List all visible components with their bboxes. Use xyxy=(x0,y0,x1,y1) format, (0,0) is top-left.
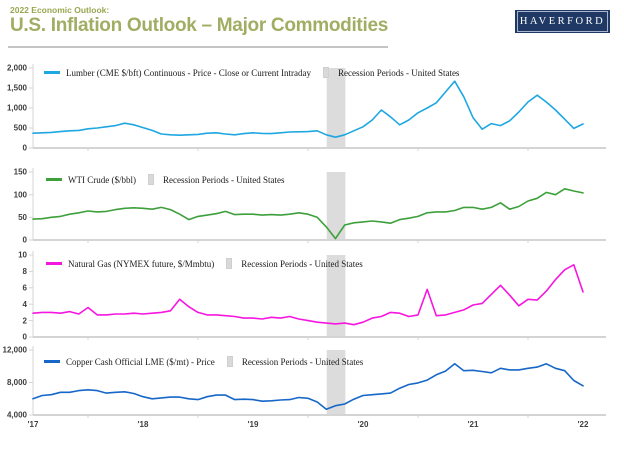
svg-text:1,500: 1,500 xyxy=(7,84,28,93)
copper-chart-panel: 4,000 8,000 12,000 '17 '18 '19 '20 '21 '22 Coppe… xyxy=(0,342,624,457)
svg-text:100: 100 xyxy=(14,190,28,199)
svg-text:'21: '21 xyxy=(468,420,479,429)
svg-text:'20: '20 xyxy=(358,420,369,429)
eyebrow-title: 2022 Economic Outlook: xyxy=(10,5,110,15)
svg-text:8,000: 8,000 xyxy=(7,378,28,387)
copper-plot: 4,000 8,000 12,000 '17 '18 '19 '20 '21 '22 xyxy=(3,346,606,429)
title-underline xyxy=(8,46,388,48)
svg-text:1,000: 1,000 xyxy=(7,104,28,113)
natgas-legend: Natural Gas (NYMEX future, $/Mmbtu) Rece… xyxy=(46,258,363,269)
wti-legend: WTI Crude ($/bbl) Recession Periods - Un… xyxy=(46,174,284,185)
svg-text:4: 4 xyxy=(23,300,28,309)
natgas-chart-panel: 0 2 4 6 8 10 Natural Gas (NYMEX future, $/Mmb… xyxy=(0,247,624,344)
svg-text:4,000: 4,000 xyxy=(7,411,28,420)
svg-text:0: 0 xyxy=(23,333,28,342)
svg-text:'18: '18 xyxy=(138,420,149,429)
wti-legend-label: WTI Crude ($/bbl) xyxy=(68,174,136,185)
recession-band-swatch xyxy=(322,67,329,78)
haverford-logo: HAVERFORD xyxy=(515,10,610,33)
svg-text:10: 10 xyxy=(18,251,27,260)
lumber-plot: 0 500 1,000 1,500 2,000 xyxy=(7,64,606,153)
svg-text:500: 500 xyxy=(14,124,28,133)
svg-text:0: 0 xyxy=(23,144,28,153)
svg-text:6: 6 xyxy=(23,284,28,293)
recession-legend-label: Recession Periods - United States xyxy=(241,258,363,269)
recession-legend-label: Recession Periods - United States xyxy=(162,174,285,185)
recession-legend-label: Recession Periods - United States xyxy=(241,356,364,367)
svg-text:2: 2 xyxy=(23,316,28,325)
natgas-legend-label: Natural Gas (NYMEX future, $/Mmbtu) xyxy=(68,258,215,269)
natgas-plot: 0 2 4 6 8 10 xyxy=(18,251,606,342)
svg-text:'19: '19 xyxy=(248,420,259,429)
recession-band-swatch xyxy=(147,174,154,185)
lumber-legend: Lumber (CME $/bft) Continuous - Price - … xyxy=(44,67,459,78)
svg-text:'22: '22 xyxy=(578,420,589,429)
recession-band-swatch xyxy=(226,258,233,269)
lumber-line-swatch xyxy=(44,71,60,74)
copper-legend: Copper Cash Official LME ($/mt) - Price … xyxy=(44,356,363,367)
svg-text:2,000: 2,000 xyxy=(7,64,28,73)
haverford-logo-text: HAVERFORD xyxy=(517,11,608,32)
svg-text:8: 8 xyxy=(23,267,28,276)
copper-line-swatch xyxy=(44,360,60,363)
svg-text:150: 150 xyxy=(14,168,28,177)
recession-legend-label: Recession Periods - United States xyxy=(337,67,460,78)
lumber-chart-panel: 0 500 1,000 1,500 2,000 Lumber (CME $/bft) C… xyxy=(0,58,624,158)
lumber-legend-label: Lumber (CME $/bft) Continuous - Price - … xyxy=(66,67,311,78)
svg-text:'17: '17 xyxy=(28,420,39,429)
svg-text:50: 50 xyxy=(18,213,27,222)
svg-text:0: 0 xyxy=(23,236,28,245)
wti-chart-panel: 0 50 100 150 WTI Crude ($/bbl) Recession Pe… xyxy=(0,163,624,249)
recession-band-swatch xyxy=(226,356,233,367)
wti-line-swatch xyxy=(46,178,62,181)
svg-text:12,000: 12,000 xyxy=(3,346,28,355)
copper-legend-label: Copper Cash Official LME ($/mt) - Price xyxy=(66,356,215,367)
wti-plot: 0 50 100 150 xyxy=(14,168,606,245)
natgas-line-swatch xyxy=(46,262,62,265)
page-title: U.S. Inflation Outlook – Major Commoditi… xyxy=(10,15,388,36)
